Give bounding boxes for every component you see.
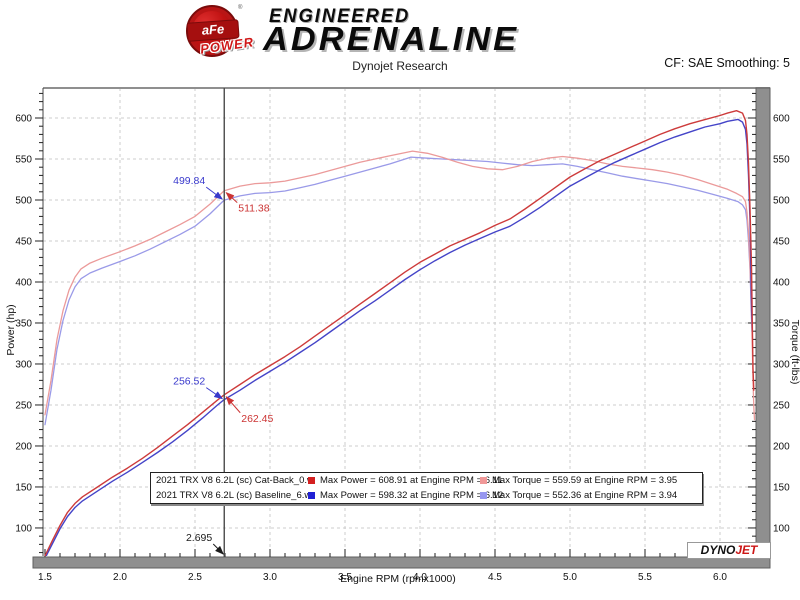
right-axis-bar bbox=[755, 87, 771, 569]
curve-baseline-torque bbox=[44, 156, 753, 426]
svg-text:500: 500 bbox=[773, 195, 790, 206]
svg-text:150: 150 bbox=[773, 482, 790, 493]
svg-text:250: 250 bbox=[773, 400, 790, 411]
axis-tick-labels: 100 100 150 150 200 200 250 250 300 300 350 350 400 4… bbox=[15, 114, 790, 583]
power-swatch-red bbox=[308, 477, 315, 484]
torque-swatch-salmon bbox=[480, 477, 487, 484]
y-axis-title-power: Power (hp) bbox=[5, 304, 17, 355]
callout-value: 262.45 bbox=[241, 413, 273, 425]
svg-text:6.0: 6.0 bbox=[713, 572, 727, 583]
svg-text:4.0: 4.0 bbox=[413, 572, 427, 583]
svg-text:2.0: 2.0 bbox=[113, 572, 127, 583]
brand-engineered: ENGINEERED bbox=[269, 6, 411, 27]
power-swatch-blue bbox=[308, 492, 315, 499]
dynojet-word-black: DYNO bbox=[700, 543, 736, 557]
svg-text:1.5: 1.5 bbox=[38, 572, 52, 583]
x-axis-title: Engine RPM (rpmx1000) bbox=[340, 573, 456, 585]
svg-text:300: 300 bbox=[15, 359, 32, 370]
legend-torque-stat-group: Max Torque = 559.59 at Engine RPM = 3.95 bbox=[480, 475, 677, 486]
svg-text:200: 200 bbox=[15, 441, 32, 452]
svg-text:5.5: 5.5 bbox=[638, 572, 652, 583]
svg-text:500: 500 bbox=[15, 195, 32, 206]
afe-power-logo: aFe ® POWER bbox=[186, 5, 256, 57]
svg-text:450: 450 bbox=[15, 236, 32, 247]
legend-torque-stat-group: Max Torque = 552.36 at Engine RPM = 3.94 bbox=[480, 490, 677, 501]
svg-text:400: 400 bbox=[15, 277, 32, 288]
legend-max-torque-text: Max Torque = 552.36 at Engine RPM = 3.94 bbox=[492, 490, 678, 501]
curve-catback-power bbox=[44, 110, 755, 556]
brand-adrenaline: ADRENALINE bbox=[263, 20, 520, 57]
svg-text:550: 550 bbox=[15, 155, 32, 166]
registered-trademark-icon: ® bbox=[238, 5, 243, 11]
subtitle-dynojet-research: Dynojet Research bbox=[352, 59, 448, 73]
curve-catback-torque bbox=[44, 150, 755, 421]
curve-baseline-power bbox=[45, 118, 753, 556]
svg-text:5.0: 5.0 bbox=[563, 572, 577, 583]
dyno-curves bbox=[44, 110, 755, 556]
svg-text:550: 550 bbox=[773, 155, 790, 166]
svg-text:100: 100 bbox=[773, 523, 790, 534]
legend-power-stat-group: Max Power = 598.32 at Engine RPM = 6.12 bbox=[308, 490, 503, 501]
svg-text:4.5: 4.5 bbox=[488, 572, 502, 583]
svg-text:150: 150 bbox=[15, 482, 32, 493]
callout-value: 2.695 bbox=[186, 532, 212, 544]
dynojet-word-red: JET bbox=[735, 543, 758, 557]
legend-max-power-text: Max Power = 608.91 at Engine RPM = 6.11 bbox=[320, 475, 503, 486]
legend-row-baseline: 2021 TRX V8 6.2L (sc) Baseline_6.wp8 Max… bbox=[151, 488, 702, 503]
svg-text:400: 400 bbox=[773, 277, 790, 288]
legend-file-name: 2021 TRX V8 6.2L (sc) Cat-Back_0.wp8 bbox=[156, 475, 308, 486]
svg-text:3.5: 3.5 bbox=[338, 572, 352, 583]
legend-file-name: 2021 TRX V8 6.2L (sc) Baseline_6.wp8 bbox=[156, 490, 308, 501]
svg-text:350: 350 bbox=[773, 318, 790, 329]
torque-swatch-lightblue bbox=[480, 492, 487, 499]
svg-text:3.0: 3.0 bbox=[263, 572, 277, 583]
y-axis-title-torque: Torque (ft-lbs) bbox=[789, 320, 800, 385]
legend-row-catback: 2021 TRX V8 6.2L (sc) Cat-Back_0.wp8 Max… bbox=[151, 473, 702, 488]
svg-text:100: 100 bbox=[15, 523, 32, 534]
x-axis-bar bbox=[32, 556, 771, 569]
svg-text:600: 600 bbox=[15, 114, 32, 125]
callout-value: 499.84 bbox=[173, 175, 205, 187]
svg-text:2.5: 2.5 bbox=[188, 572, 202, 583]
dynojet-watermark: DYNO JET bbox=[687, 542, 771, 559]
svg-text:450: 450 bbox=[773, 236, 790, 247]
svg-text:350: 350 bbox=[15, 318, 32, 329]
cursor-callouts: 499.84 511.38 256.52 262.45 2.695 bbox=[173, 175, 274, 555]
legend-max-torque-text: Max Torque = 559.59 at Engine RPM = 3.95 bbox=[492, 475, 678, 486]
smoothing-setting: CF: SAE Smoothing: 5 bbox=[664, 56, 790, 70]
legend-box: 2021 TRX V8 6.2L (sc) Cat-Back_0.wp8 Max… bbox=[150, 472, 703, 504]
svg-text:600: 600 bbox=[773, 114, 790, 125]
svg-text:300: 300 bbox=[773, 359, 790, 370]
legend-max-power-text: Max Power = 598.32 at Engine RPM = 6.12 bbox=[320, 490, 504, 501]
svg-text:200: 200 bbox=[773, 441, 790, 452]
header: aFe ® POWER ENGINEERED ADRENALINE Dynoje… bbox=[0, 0, 800, 88]
legend-power-stat-group: Max Power = 608.91 at Engine RPM = 6.11 bbox=[308, 475, 503, 486]
callout-value: 256.52 bbox=[173, 376, 205, 388]
svg-text:250: 250 bbox=[15, 400, 32, 411]
callout-value: 511.38 bbox=[238, 203, 269, 215]
